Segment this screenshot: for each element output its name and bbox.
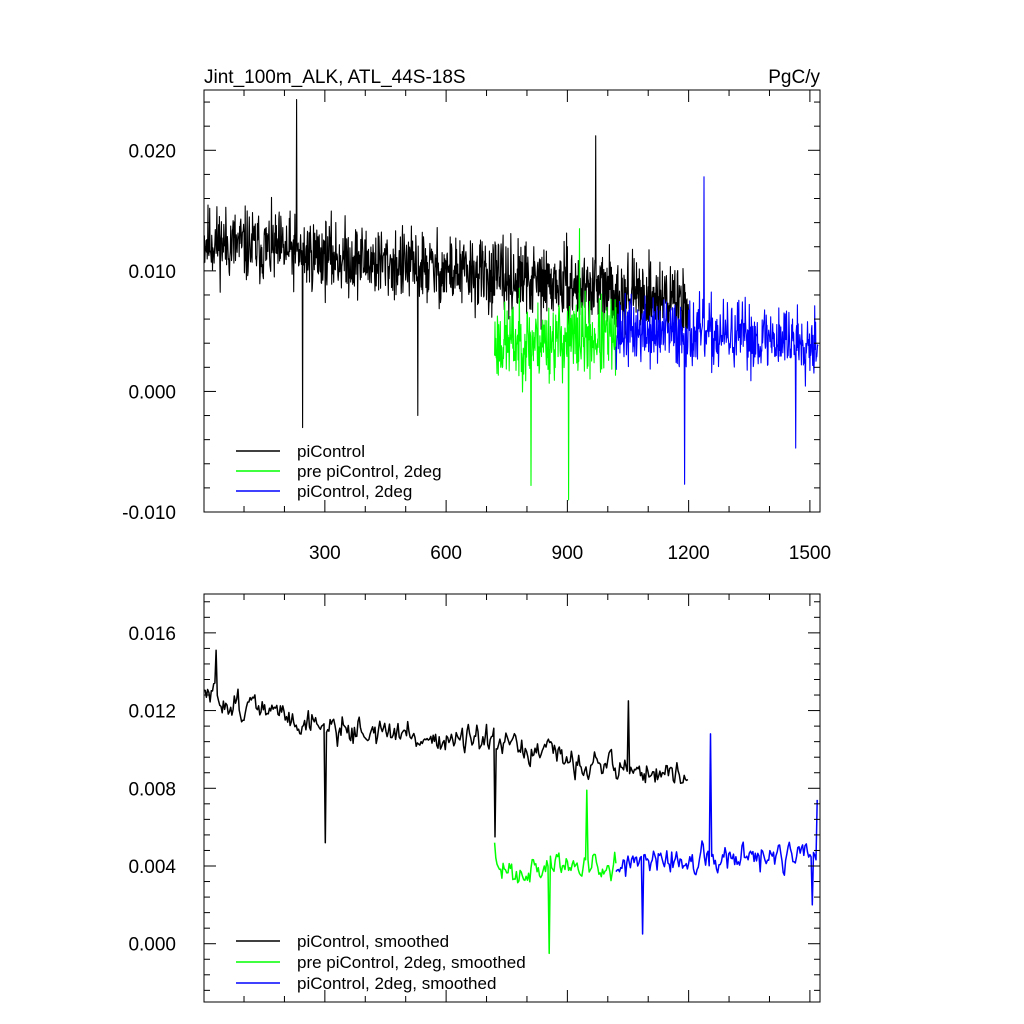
series-line-3 (616, 177, 818, 485)
series-line-3 (616, 734, 817, 934)
x-tick-label: 1500 (789, 543, 831, 564)
y-tick-label: 0.008 (128, 779, 176, 800)
panel-top: Jint_100m_ALK, ATL_44S-18S PgC/y 300 600 9… (122, 67, 831, 564)
y-tick-labels: -0.010 0.000 0.010 0.020 (122, 141, 176, 524)
legend-entry-label: piControl (297, 442, 365, 461)
series-group (204, 100, 818, 500)
series-group (204, 650, 817, 953)
legend: piControl, smoothed pre piControl, 2deg,… (236, 932, 526, 993)
legend: piControl pre piControl, 2deg piControl,… (236, 442, 442, 501)
series-line-1 (204, 650, 688, 842)
y-tick-label: 0.016 (128, 624, 176, 645)
y-tick-label: 0.000 (128, 382, 176, 403)
legend-entry-label: pre piControl, 2deg (297, 462, 442, 481)
y-tick-label: 0.004 (128, 857, 176, 878)
legend-entry-label: piControl, 2deg (297, 482, 412, 501)
y-tick-label: -0.010 (122, 503, 176, 524)
x-tick-label: 900 (552, 543, 584, 564)
y-tick-label: 0.020 (128, 141, 176, 162)
x-tick-label: 300 (309, 543, 341, 564)
y-tick-label: 0.012 (128, 702, 176, 723)
chart-title: Jint_100m_ALK, ATL_44S-18S (204, 67, 466, 88)
x-tick-label: 1200 (667, 543, 709, 564)
y-tick-label: 0.010 (128, 262, 176, 283)
units-label: PgC/y (768, 67, 820, 88)
series-line-1 (204, 100, 689, 428)
x-tick-label: 600 (430, 543, 462, 564)
panel-bottom: 0.000 0.004 0.008 0.012 0.016 piControl, smo… (128, 594, 820, 1002)
y-tick-label: 0.000 (128, 935, 176, 956)
series-line-2 (495, 790, 616, 953)
y-tick-labels: 0.000 0.004 0.008 0.012 0.016 (128, 624, 176, 956)
legend-entry-label: pre piControl, 2deg, smoothed (297, 953, 526, 972)
legend-entry-label: piControl, smoothed (297, 932, 449, 951)
legend-entry-label: piControl, 2deg, smoothed (297, 974, 496, 993)
x-tick-labels: 300 600 900 1200 1500 (309, 543, 831, 564)
